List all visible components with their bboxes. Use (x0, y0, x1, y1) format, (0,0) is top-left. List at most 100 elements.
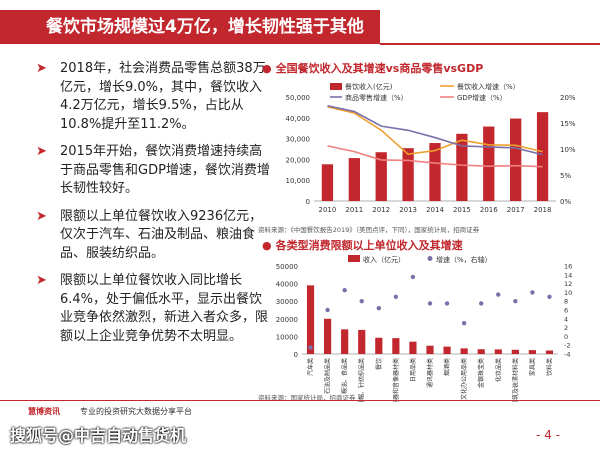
bullet-item: ➤ 2015年开始，餐饮消费增速持续高于商品零售和GDP增速，餐饮消费增长韧性较好… (32, 143, 272, 199)
bar (358, 329, 366, 354)
bullet-list: ➤ 2018年，社会消费品零售总额38万亿元，增长9.0%，其中，餐饮收入4.2万… (32, 60, 272, 355)
legend-label: 商品零售增速（%） (345, 93, 408, 102)
y-tick-right: 15% (560, 120, 576, 128)
bar (341, 329, 349, 354)
bar (443, 346, 451, 354)
y-tick-left: 10,000 (286, 177, 311, 185)
y-tick-left: 30,000 (286, 136, 311, 144)
bar (392, 338, 400, 354)
arrow-bullet-icon: ➤ (36, 144, 47, 159)
scatter-point (359, 299, 364, 304)
series-line (327, 106, 543, 156)
y-tick-right: 20% (560, 94, 576, 102)
scatter-point (496, 292, 501, 297)
bullet-text: 2018年，社会消费品零售总额38万亿元，增长9.0%，其中，餐饮收入4.2万亿… (60, 61, 266, 132)
y-tick-left: 0 (294, 351, 298, 359)
chart2-source: 资料来源：国家统计局，招商证券 (258, 394, 356, 402)
dot-icon: ● (262, 239, 272, 252)
scatter-point (410, 274, 416, 280)
footer-rule (0, 400, 600, 401)
x-tick-label: 汽车类 (307, 358, 315, 376)
y-tick-right: 4 (564, 315, 568, 323)
y-tick-left: 40000 (276, 281, 298, 289)
y-tick-left: 20,000 (286, 156, 311, 164)
legend-swatch (427, 256, 433, 261)
page-title: 餐饮市场规模过4万亿，增长韧性强于其他消费 (0, 10, 380, 71)
legend-label: 餐饮收入(亿元) (345, 82, 393, 91)
scatter-point (530, 290, 535, 295)
x-tick-label: 2012 (372, 206, 390, 214)
arrow-bullet-icon: ➤ (36, 61, 47, 76)
y-tick-right: 5% (560, 172, 571, 180)
y-tick-right: 14 (564, 271, 572, 279)
scatter-point (376, 306, 381, 311)
bullet-text: 限额以上单位餐饮收入9236亿元，仅次于汽车、石油及制品、粮油食品、服装纺织品。 (60, 208, 263, 261)
y-tick-left: 30000 (276, 298, 298, 306)
y-tick-right: 10% (560, 146, 576, 154)
y-tick-right: 0% (560, 198, 571, 206)
legend-label: 增速（%，右轴） (436, 255, 492, 264)
scatter-point (308, 345, 313, 350)
x-tick-label: 2016 (480, 206, 498, 214)
y-tick-right: 10 (564, 289, 572, 297)
bullet-item: ➤ 限额以上单位餐饮收入同比增长6.4%，处于偏低水平，显示出餐饮业竞争依然激烈，… (32, 272, 272, 346)
scatter-point (393, 294, 399, 299)
scatter-point (342, 288, 347, 293)
x-tick-label: 化妆品类 (494, 358, 502, 382)
y-tick-right: -2 (564, 342, 570, 350)
bar (494, 349, 502, 354)
bar (528, 350, 536, 354)
y-tick-right: -4 (564, 351, 570, 359)
y-tick-right: 6 (564, 307, 568, 315)
y-tick-left: 40,000 (286, 115, 311, 123)
footer-brand: 慧博资讯 (28, 407, 60, 416)
x-tick-label: 家用电器和音像器材类 (392, 358, 400, 402)
bar (306, 285, 315, 354)
y-tick-left: 50000 (276, 263, 298, 271)
chart1: 0 10,000 20,000 30,000 40,000 50,000 0% 5% 10% 15… (286, 82, 576, 214)
bullet-text: 限额以上单位餐饮收入同比增长6.4%，处于偏低水平，显示出餐饮业竞争依然激烈，新… (60, 273, 269, 344)
x-tick-label: 2017 (507, 206, 525, 214)
chart1-source: 资料来源：《中国餐饮报告2019》（美团点评，下同），国家统计局，招商证券 (258, 226, 480, 234)
bar (375, 152, 387, 201)
x-tick-label: 服装鞋帽、针纺织品类 (358, 358, 366, 402)
bar (483, 126, 495, 201)
scatter-point (444, 301, 450, 306)
scatter-point (427, 301, 433, 306)
x-tick-label: 2013 (399, 206, 417, 214)
bar (321, 164, 334, 201)
x-tick-label: 建筑及装潢材料类 (511, 358, 519, 402)
bar (456, 133, 468, 201)
arrow-bullet-icon: ➤ (36, 208, 47, 224)
x-tick-label: 日用品类 (409, 358, 417, 382)
y-tick-left: 10000 (276, 333, 298, 341)
x-tick-label: 餐饮 (375, 358, 383, 370)
chart2-title: ● 各类型消费限额以上单位收入及其增速 (262, 239, 463, 252)
bar (511, 349, 519, 354)
legend-label: 餐饮收入增速（%） (457, 82, 520, 91)
series-line (327, 105, 543, 156)
bar (375, 337, 383, 354)
scatter-point (513, 299, 518, 304)
footer-tagline: 专业的投资研究大数据分享平台 (80, 407, 192, 416)
x-tick-label: 金银珠宝类 (477, 358, 485, 388)
watermark: 搜狐号@中吉自动售货机 (10, 426, 187, 445)
x-tick-label: 粮油、食品类 (341, 358, 349, 394)
bar (409, 341, 417, 354)
x-tick-label: 2014 (426, 206, 444, 214)
bar (429, 143, 441, 201)
dot-icon: ● (262, 62, 272, 75)
bar (402, 148, 414, 201)
legend-swatch (348, 255, 360, 262)
page-number: - 4 - (536, 428, 560, 442)
bar (348, 158, 360, 201)
y-tick-right: 16 (564, 263, 572, 271)
legend-label: GDP增速（%） (457, 93, 507, 102)
scatter-point (325, 307, 330, 313)
arrow-bullet-icon: ➤ (36, 273, 47, 288)
legend-label: 收入（亿元） (363, 255, 405, 264)
scatter-point (479, 301, 484, 306)
x-tick-label: 2018 (534, 206, 552, 214)
bar (536, 112, 549, 201)
